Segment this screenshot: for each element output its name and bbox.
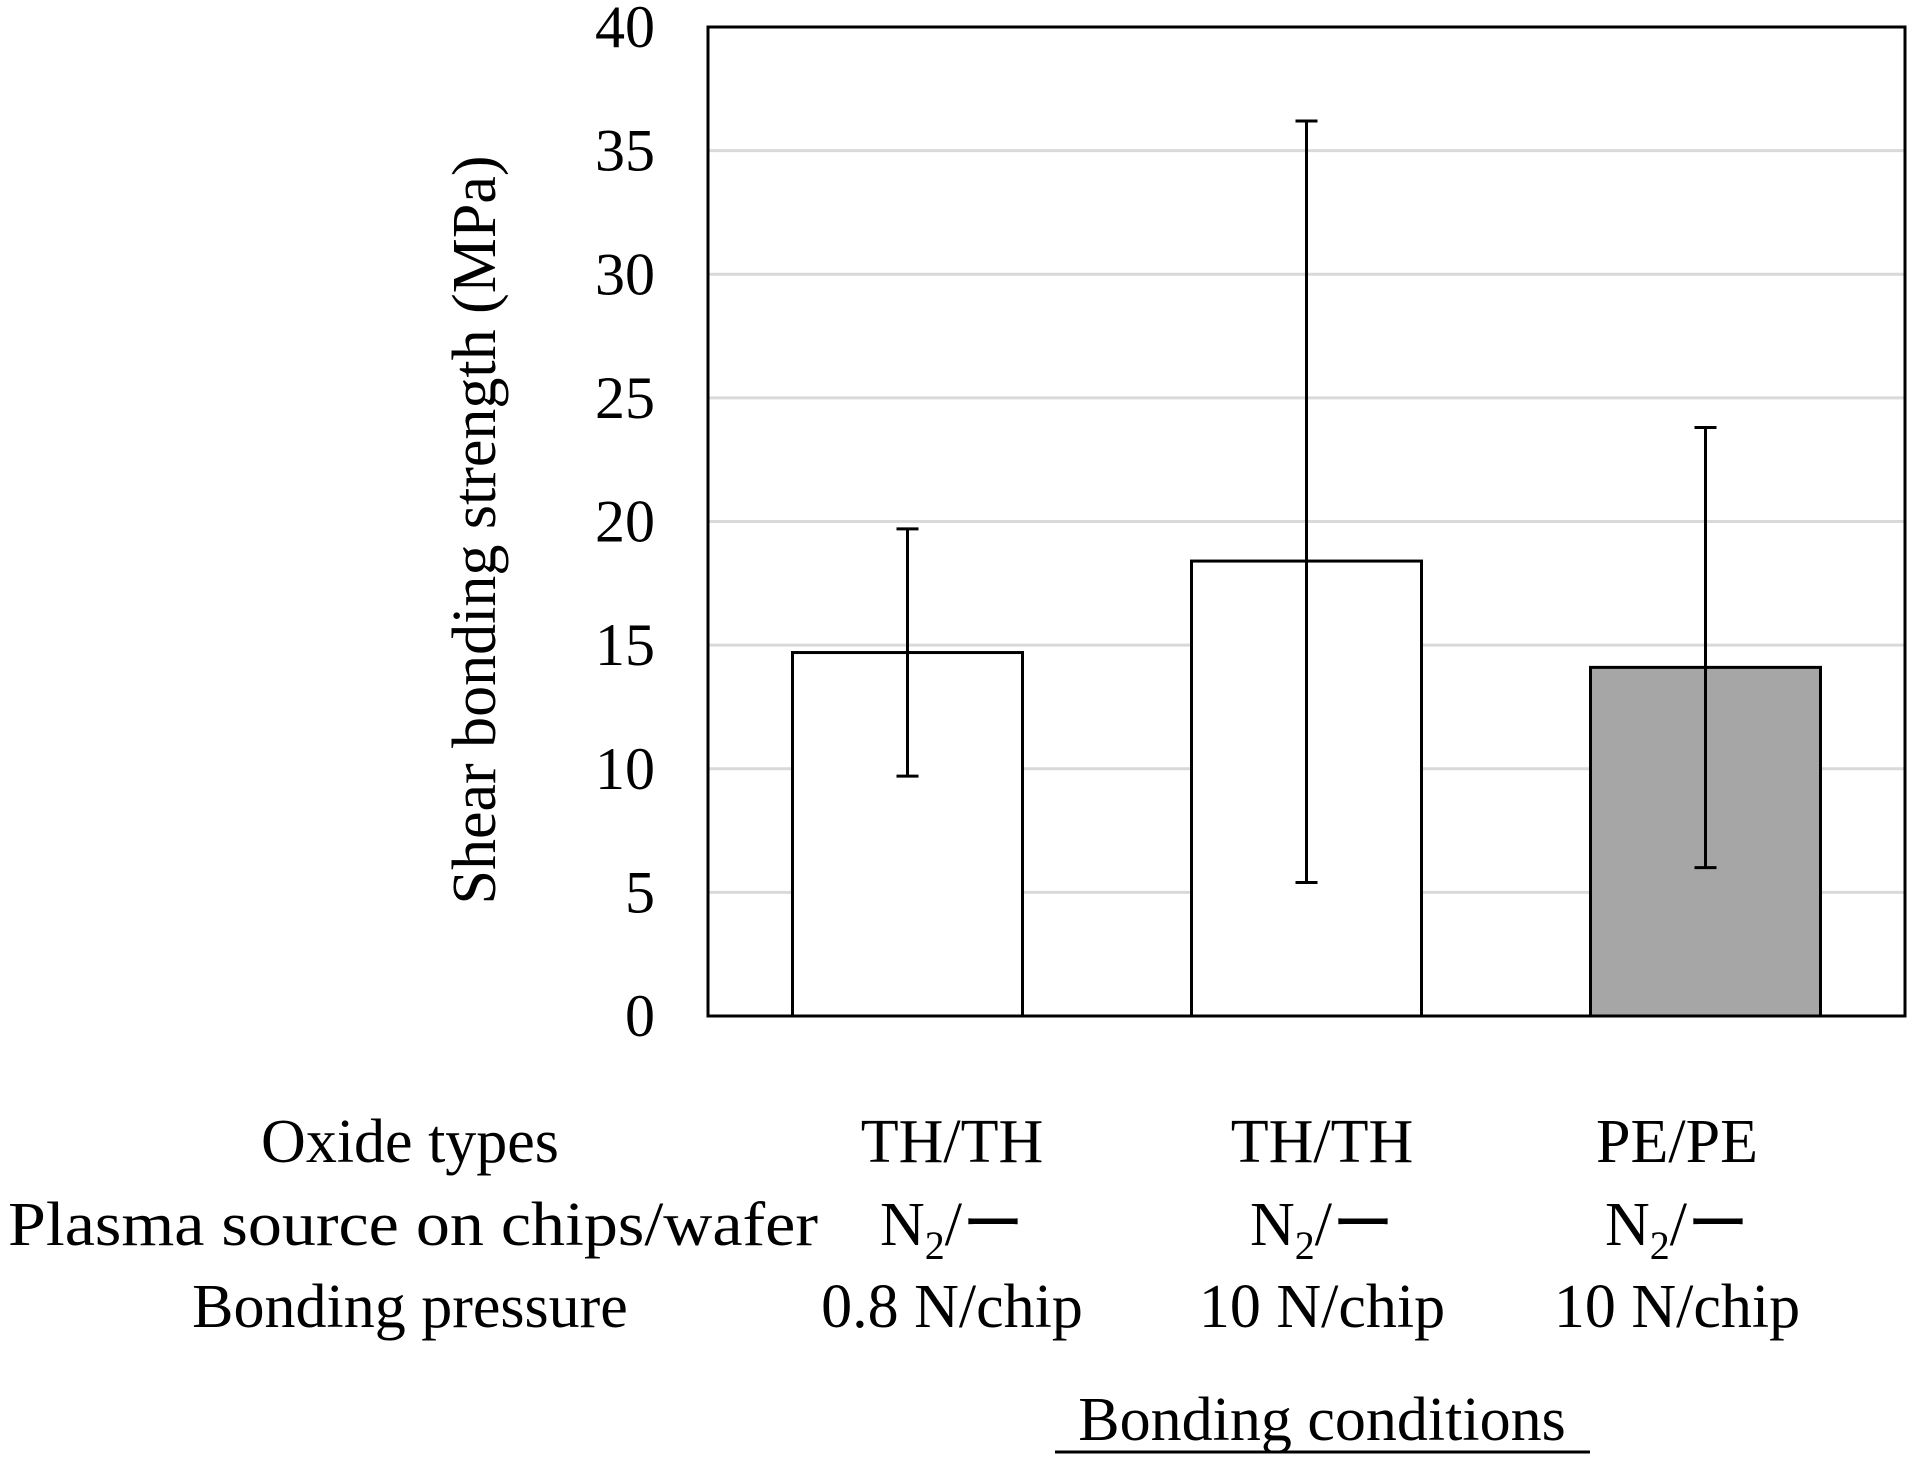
y-tick-label: 5 — [625, 859, 655, 925]
row-label-1: Oxide types — [261, 1108, 559, 1176]
row-value-plasma-3: N2/ー — [1605, 1191, 1749, 1268]
row-value-1-1: TH/TH — [861, 1108, 1044, 1176]
row-value-3-1: 0.8 N/chip — [821, 1273, 1083, 1341]
x-axis-label: Bonding conditions — [1078, 1386, 1565, 1454]
row-value-plasma-1: N2/ー — [880, 1191, 1024, 1268]
y-tick-label: 35 — [595, 118, 655, 184]
y-tick-label: 20 — [595, 489, 655, 555]
y-tick-labels: 0 5 10 15 20 25 30 35 40 — [595, 0, 655, 1049]
y-axis-label: Shear bonding strength (MPa) — [441, 155, 509, 904]
row-label-2: Plasma source on chips/wafer — [8, 1191, 818, 1259]
row-value-3-2: 10 N/chip — [1199, 1273, 1445, 1341]
row-value-1-3: PE/PE — [1596, 1108, 1758, 1176]
y-tick-label: 0 — [625, 983, 655, 1049]
y-tick-label: 30 — [595, 241, 655, 307]
y-tick-label: 40 — [595, 0, 655, 60]
row-value-1-2: TH/TH — [1231, 1108, 1414, 1176]
plot-frame — [706, 25, 1907, 1018]
row-label-3: Bonding pressure — [192, 1273, 628, 1341]
y-tick-label: 25 — [595, 365, 655, 431]
y-tick-label: 15 — [595, 612, 655, 678]
row-value-plasma-2: N2/ー — [1250, 1191, 1394, 1268]
row-value-3-3: 10 N/chip — [1554, 1273, 1800, 1341]
condition-row-labels: Oxide types Plasma source on chips/wafer B… — [8, 1108, 818, 1341]
y-tick-label: 10 — [595, 736, 655, 802]
error-bars — [896, 119, 1717, 884]
